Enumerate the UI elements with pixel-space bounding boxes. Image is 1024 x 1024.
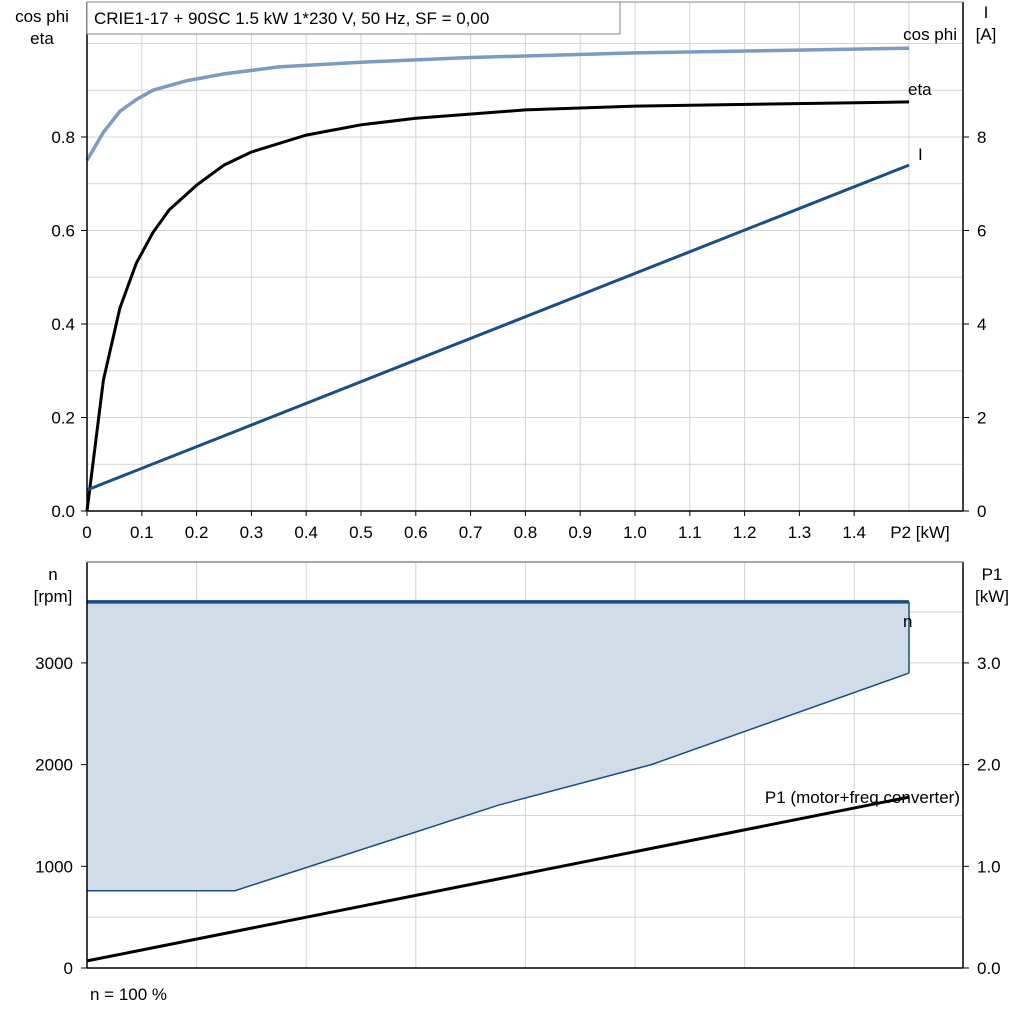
y2-tick-label: 1.0 bbox=[977, 857, 1001, 876]
y-tick-label: 2000 bbox=[35, 756, 73, 775]
y-tick-label: 1000 bbox=[35, 857, 73, 876]
x-tick-label: 0 bbox=[82, 523, 91, 542]
n-range-fill bbox=[87, 601, 909, 891]
series-lines bbox=[85, 46, 910, 963]
y-tick-label: 0.2 bbox=[51, 409, 75, 428]
ylabel-p1: P1 bbox=[982, 565, 1003, 584]
eta-line bbox=[85, 100, 910, 512]
x-tick-label: 0.2 bbox=[185, 523, 209, 542]
x-tick-label: 1.1 bbox=[678, 523, 702, 542]
footnote: n = 100 % bbox=[90, 985, 167, 1004]
cos-phi-line bbox=[85, 46, 910, 162]
y2-tick-label: 0 bbox=[977, 502, 986, 521]
y2-tick-label: 8 bbox=[977, 128, 986, 147]
x-tick-label: 0.9 bbox=[568, 523, 592, 542]
label-p1: P1 (motor+freq.converter) bbox=[765, 788, 960, 807]
ylabel-current-unit: [A] bbox=[976, 25, 997, 44]
chart-title: CRIE1-17 + 90SC 1.5 kW 1*230 V, 50 Hz, S… bbox=[94, 9, 489, 28]
top-grid bbox=[87, 2, 963, 511]
y2-tick-label: 6 bbox=[977, 222, 986, 241]
ylabel-cosphi: cos phi bbox=[15, 7, 69, 26]
y-tick-label: 0.6 bbox=[51, 222, 75, 241]
ylabel-eta: eta bbox=[30, 29, 54, 48]
x-tick-label: 0.8 bbox=[514, 523, 538, 542]
y2-tick-label: 4 bbox=[977, 315, 986, 334]
current-line bbox=[86, 163, 910, 492]
y-tick-label: 3000 bbox=[35, 654, 73, 673]
ylabel-current: I bbox=[984, 3, 989, 22]
label-n: n bbox=[903, 612, 912, 631]
y2-tick-label: 0.0 bbox=[977, 959, 1001, 978]
x-tick-label: 0.5 bbox=[349, 523, 373, 542]
label-eta: eta bbox=[908, 80, 932, 99]
label-current: I bbox=[918, 145, 923, 164]
x-tick-label: 1.3 bbox=[788, 523, 812, 542]
x-tick-label: 1.4 bbox=[842, 523, 866, 542]
x-tick-label: 0.6 bbox=[404, 523, 428, 542]
y-tick-label: 0.0 bbox=[51, 502, 75, 521]
y-tick-label: 0.4 bbox=[51, 315, 75, 334]
y2-tick-label: 2 bbox=[977, 409, 986, 428]
y2-tick-label: 3.0 bbox=[977, 654, 1001, 673]
x-tick-label: 0.1 bbox=[130, 523, 154, 542]
ylabel-p1-unit: [kW] bbox=[975, 587, 1009, 606]
x-tick-label: 0.7 bbox=[459, 523, 483, 542]
n-min-line bbox=[87, 672, 910, 892]
x-tick-label: 0.3 bbox=[240, 523, 264, 542]
y-tick-label: 0 bbox=[64, 959, 73, 978]
y2-tick-label: 2.0 bbox=[977, 756, 1001, 775]
x-tick-label: 0.4 bbox=[294, 523, 318, 542]
ylabel-n-unit: [rpm] bbox=[34, 587, 73, 606]
tick-labels: 0 0.1 0.2 0.3 0.4 0.5 0.6 0.7 0.8 0.9 1.0 1.1 1.2 1.3… bbox=[35, 128, 1000, 978]
xlabel-p2: P2 [kW] bbox=[890, 523, 950, 542]
x-tick-label: 1.0 bbox=[623, 523, 647, 542]
y-tick-label: 0.8 bbox=[51, 128, 75, 147]
p1-line bbox=[86, 795, 910, 963]
ylabel-n: n bbox=[48, 565, 57, 584]
title-box bbox=[86, 1, 621, 35]
label-cos-phi: cos phi bbox=[903, 25, 957, 44]
x-tick-label: 1.2 bbox=[733, 523, 757, 542]
